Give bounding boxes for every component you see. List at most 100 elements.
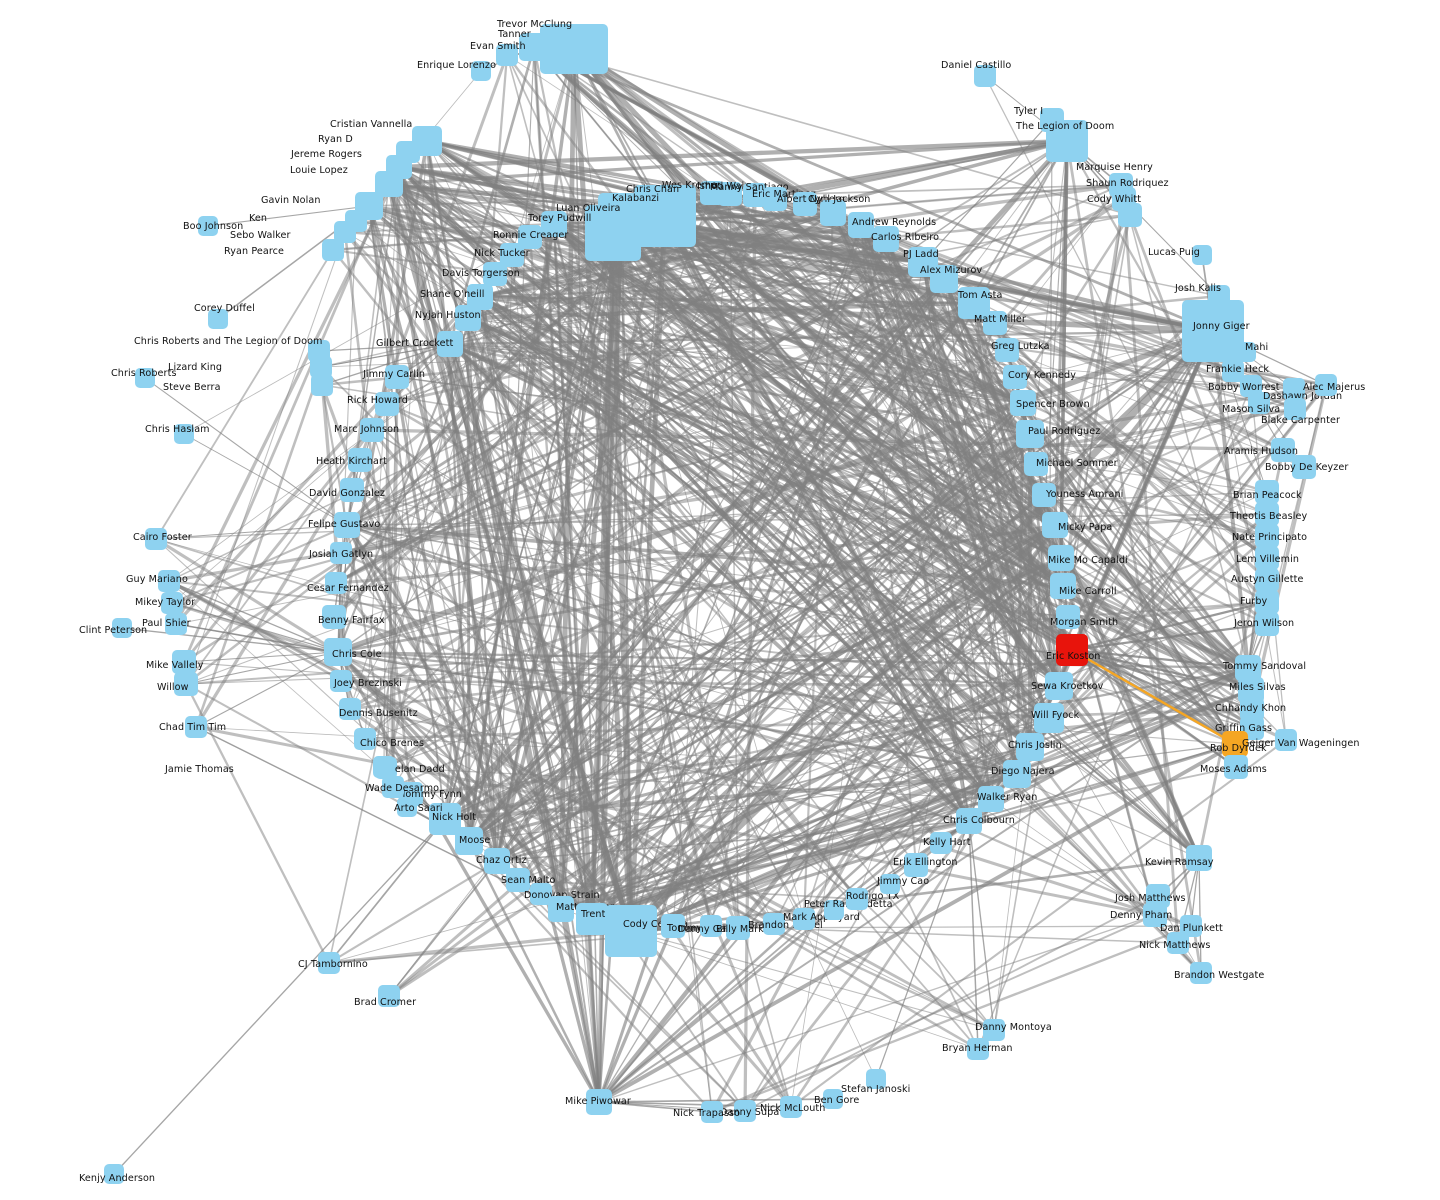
graph-node[interactable] — [930, 832, 952, 854]
graph-node[interactable] — [1255, 612, 1279, 636]
graph-node[interactable] — [1255, 590, 1279, 614]
graph-node[interactable] — [586, 1089, 612, 1115]
graph-node[interactable] — [161, 592, 183, 614]
graph-node[interactable] — [397, 797, 417, 817]
graph-node[interactable] — [1190, 962, 1212, 984]
graph-node[interactable] — [1034, 703, 1064, 733]
graph-node[interactable] — [360, 418, 384, 442]
graph-node[interactable] — [1024, 452, 1048, 476]
graph-node[interactable] — [1010, 390, 1036, 416]
graph-node[interactable] — [726, 916, 750, 940]
graph-node[interactable] — [1016, 420, 1044, 448]
graph-node[interactable] — [576, 903, 608, 935]
graph-node[interactable] — [437, 331, 463, 357]
graph-node[interactable] — [1056, 605, 1080, 629]
graph-node[interactable] — [1248, 392, 1270, 414]
graph-node[interactable] — [1283, 378, 1305, 400]
graph-node[interactable] — [1315, 374, 1337, 396]
graph-node[interactable] — [541, 211, 567, 237]
graph-node[interactable] — [866, 1069, 886, 1089]
graph-node[interactable] — [1222, 360, 1244, 382]
graph-node[interactable] — [1292, 455, 1316, 479]
graph-node[interactable] — [330, 542, 352, 564]
graph-node[interactable] — [904, 853, 928, 877]
graph-node[interactable] — [1042, 512, 1068, 538]
graph-node[interactable] — [1048, 545, 1074, 571]
graph-node[interactable] — [978, 786, 1004, 812]
graph-node[interactable] — [325, 572, 347, 594]
graph-node[interactable] — [174, 672, 198, 696]
graph-node[interactable] — [471, 61, 491, 81]
graph-node[interactable] — [793, 192, 817, 216]
graph-node[interactable] — [780, 1096, 802, 1118]
graph-node[interactable] — [1050, 573, 1076, 599]
graph-node[interactable] — [483, 262, 507, 286]
graph-node[interactable] — [540, 24, 608, 74]
graph-node[interactable] — [310, 356, 332, 378]
graph-node[interactable] — [763, 913, 785, 935]
graph-node[interactable] — [763, 187, 787, 211]
graph-node[interactable] — [455, 827, 483, 855]
graph-node[interactable] — [793, 908, 815, 930]
graph-node[interactable] — [1224, 755, 1248, 779]
graph-node[interactable] — [1222, 731, 1248, 757]
graph-node[interactable] — [324, 638, 352, 666]
graph-node[interactable] — [1275, 729, 1297, 751]
graph-node[interactable] — [484, 848, 510, 874]
graph-node[interactable] — [348, 448, 372, 472]
graph-node[interactable] — [375, 392, 399, 416]
graph-node[interactable] — [135, 368, 155, 388]
graph-node[interactable] — [718, 182, 742, 206]
graph-node[interactable] — [700, 915, 722, 937]
graph-node[interactable] — [311, 374, 333, 396]
graph-node[interactable] — [158, 570, 180, 592]
graph-node[interactable] — [1180, 915, 1202, 937]
graph-node[interactable] — [585, 205, 641, 261]
graph-node[interactable] — [548, 896, 574, 922]
graph-node[interactable] — [112, 618, 132, 638]
graph-node[interactable] — [983, 311, 1007, 335]
graph-node[interactable] — [1236, 342, 1256, 362]
graph-node[interactable] — [995, 338, 1019, 362]
graph-node[interactable] — [519, 33, 549, 61]
graph-node[interactable] — [1046, 120, 1088, 162]
graph-node[interactable] — [974, 65, 996, 87]
graph-node[interactable] — [1271, 438, 1295, 462]
graph-node[interactable] — [506, 868, 530, 892]
graph-node[interactable] — [1032, 483, 1056, 507]
graph-node[interactable] — [605, 905, 657, 957]
graph-node[interactable] — [983, 1019, 1005, 1041]
graph-node[interactable] — [880, 874, 900, 894]
graph-node[interactable] — [165, 613, 187, 635]
graph-node[interactable] — [198, 216, 218, 236]
graph-node[interactable] — [1003, 365, 1027, 389]
graph-node[interactable] — [373, 756, 395, 778]
graph-node[interactable] — [701, 1101, 723, 1123]
graph-node[interactable] — [530, 883, 552, 905]
graph-node[interactable] — [385, 365, 409, 389]
graph-node[interactable] — [1255, 546, 1279, 570]
graph-node[interactable] — [455, 305, 481, 331]
graph-node[interactable] — [340, 478, 364, 502]
graph-node[interactable] — [823, 1089, 843, 1109]
graph-node[interactable] — [145, 528, 167, 550]
graph-node[interactable] — [382, 776, 404, 798]
graph-node[interactable] — [930, 265, 958, 293]
graph-node[interactable] — [354, 728, 376, 750]
graph-node[interactable] — [848, 212, 874, 238]
graph-node[interactable] — [185, 716, 207, 738]
graph-node[interactable] — [967, 1038, 989, 1060]
graph-node[interactable] — [1255, 480, 1279, 504]
graph-node[interactable] — [330, 670, 352, 692]
graph-node[interactable] — [334, 221, 356, 243]
graph-node[interactable] — [1045, 672, 1073, 700]
graph-node[interactable] — [1003, 760, 1031, 788]
graph-node[interactable] — [1255, 524, 1279, 548]
graph-node[interactable] — [1056, 634, 1088, 666]
graph-node[interactable] — [1182, 300, 1244, 362]
graph-node[interactable] — [1240, 375, 1262, 397]
graph-node[interactable] — [956, 808, 982, 834]
graph-node[interactable] — [661, 914, 685, 938]
graph-node[interactable] — [172, 650, 196, 674]
graph-node[interactable] — [1016, 733, 1044, 761]
